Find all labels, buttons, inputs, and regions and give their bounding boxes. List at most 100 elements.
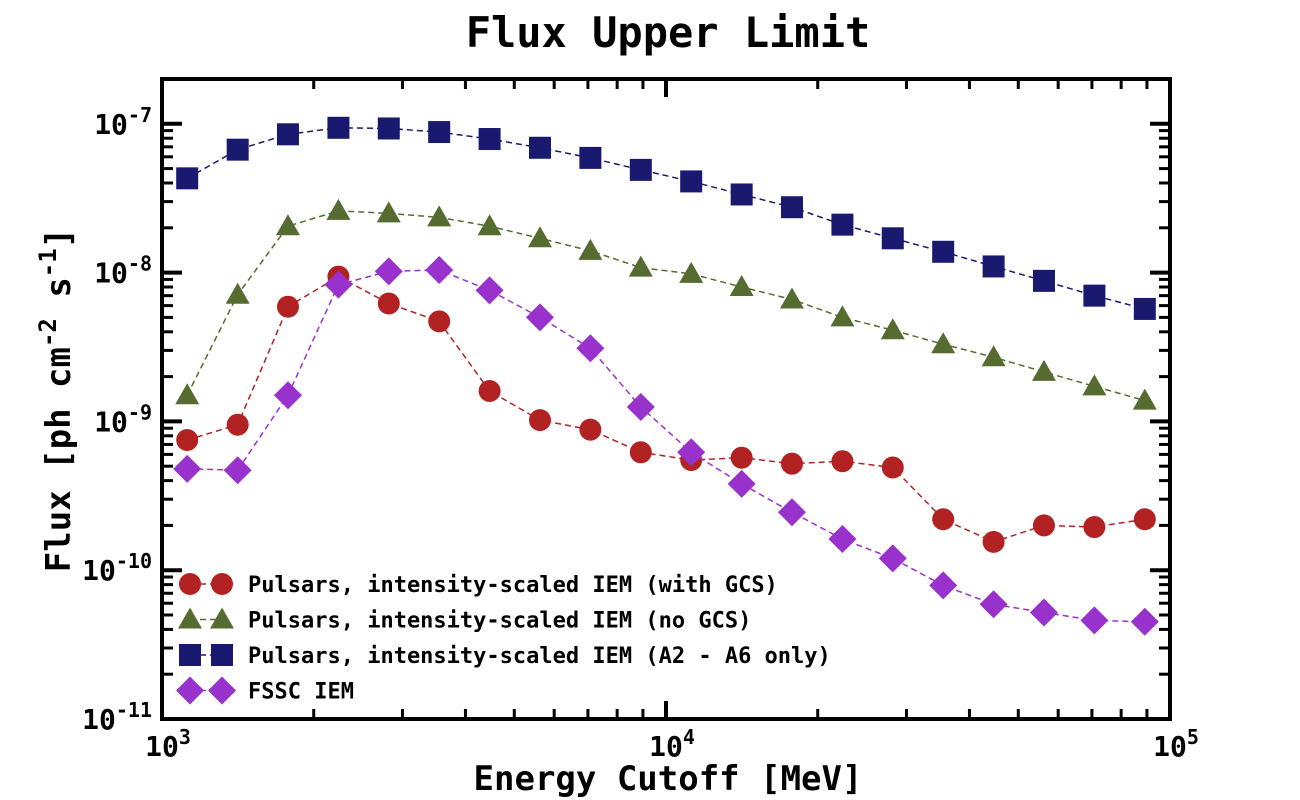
chart-title: Flux Upper Limit: [466, 8, 871, 57]
y-tick-label: 10-7: [94, 103, 152, 141]
x-tick-label-base: 10: [649, 730, 683, 763]
y-tick-label-base: 10: [94, 405, 128, 438]
data-point-circle: [730, 446, 753, 469]
data-point-circle: [428, 310, 451, 333]
data-point-triangle: [1031, 359, 1056, 381]
data-point-triangle: [1132, 388, 1157, 410]
x-tick-label: 104: [649, 725, 695, 763]
data-point-triangle: [427, 205, 452, 227]
data-point-diamond: [1029, 598, 1058, 627]
plot-frame: [160, 77, 1172, 721]
data-point-triangle: [880, 318, 905, 340]
data-point-triangle: [578, 238, 603, 260]
data-point-triangle: [175, 383, 200, 405]
y-tick-label-exp: -10: [116, 549, 152, 573]
data-point-triangle: [275, 214, 300, 236]
data-point-diamond: [374, 257, 403, 286]
y-tick-label: 10-9: [94, 400, 152, 438]
data-point-diamond: [1130, 607, 1159, 636]
data-point-square: [327, 116, 350, 139]
legend-marker: [176, 676, 204, 705]
data-point-diamond: [475, 276, 504, 305]
data-point-square: [932, 240, 955, 263]
x-tick-label-base: 10: [145, 730, 179, 763]
data-point-circle: [831, 450, 854, 473]
data-point-square: [1133, 297, 1156, 320]
data-point-triangle: [931, 332, 956, 354]
data-point-square: [629, 158, 652, 181]
data-point-circle: [629, 441, 652, 464]
data-point-square: [982, 255, 1005, 278]
data-point-triangle: [527, 226, 552, 248]
data-point-square: [881, 227, 904, 250]
data-point-diamond: [979, 590, 1008, 619]
data-point-circle: [276, 295, 299, 318]
data-point-square: [377, 117, 400, 140]
data-point-triangle: [326, 198, 351, 220]
x-tick-label-exp: 4: [683, 725, 695, 749]
x-tick-label-base: 10: [1153, 730, 1187, 763]
data-point-square: [528, 136, 551, 159]
data-point-diamond: [929, 571, 958, 600]
series-line-diamond: [187, 269, 1145, 623]
data-point-triangle: [779, 287, 804, 309]
data-point-circle: [982, 530, 1005, 553]
data-point-diamond: [324, 270, 353, 299]
data-point-diamond: [223, 456, 252, 485]
data-point-diamond: [173, 454, 202, 483]
data-point-triangle: [981, 345, 1006, 367]
data-point-circle: [176, 428, 199, 451]
legend-label: Pulsars, intensity-scaled IEM (with GCS): [248, 573, 778, 598]
x-tick-label: 105: [1153, 725, 1199, 763]
legend-item: Pulsars, intensity-scaled IEM (A2 - A6 o…: [179, 644, 831, 669]
y-tick-label: 10-8: [94, 252, 152, 290]
series-diamond: [173, 256, 1159, 636]
y-axis-label: Flux [ph cm-2 s-1]: [34, 228, 79, 572]
data-point-triangle: [225, 282, 250, 304]
y-tick-label-exp: -7: [128, 103, 152, 127]
data-point-diamond: [425, 256, 454, 285]
legend-marker: [179, 644, 201, 666]
x-axis-label: Energy Cutoff [MeV]: [474, 759, 863, 799]
legend-marker: [208, 676, 236, 705]
data-point-triangle: [376, 201, 401, 223]
x-tick-label: 103: [145, 725, 191, 763]
legend-label: Pulsars, intensity-scaled IEM (no GCS): [248, 609, 751, 634]
data-point-triangle: [830, 305, 855, 327]
data-point-square: [831, 213, 854, 236]
data-point-diamond: [626, 392, 655, 421]
data-point-square: [680, 170, 703, 193]
data-point-square: [780, 196, 803, 219]
y-tick-label: 10-11: [82, 698, 152, 736]
y-tick-label-base: 10: [94, 108, 128, 141]
data-point-diamond: [273, 381, 302, 410]
data-point-square: [276, 123, 299, 146]
data-point-triangle: [477, 214, 502, 236]
data-point-square: [1032, 269, 1055, 292]
data-point-square: [579, 146, 602, 169]
data-point-diamond: [525, 303, 554, 332]
y-tick-label-base: 10: [94, 257, 128, 290]
y-axis-label-s: s: [39, 277, 79, 318]
data-point-circle: [1133, 508, 1156, 531]
y-tick-label: 10-10: [82, 549, 152, 587]
legend-marker: [211, 644, 233, 666]
legend-marker: [210, 607, 234, 629]
y-tick-label-exp: -8: [128, 252, 152, 276]
legend-label: Pulsars, intensity-scaled IEM (A2 - A6 o…: [248, 644, 831, 669]
data-point-triangle: [729, 275, 754, 297]
data-point-circle: [1032, 514, 1055, 537]
legend-marker: [178, 607, 202, 629]
data-point-diamond: [878, 544, 907, 573]
legend-item: FSSC IEM: [176, 676, 354, 705]
data-point-square: [478, 128, 501, 151]
data-point-triangle: [628, 255, 653, 277]
data-point-square: [428, 121, 451, 144]
data-point-circle: [1083, 516, 1106, 539]
legend-item: Pulsars, intensity-scaled IEM (with GCS): [179, 573, 778, 598]
data-series: [173, 116, 1159, 636]
x-tick-label-exp: 3: [179, 725, 191, 749]
legend: Pulsars, intensity-scaled IEM (with GCS)…: [176, 573, 831, 705]
data-point-square: [226, 138, 249, 161]
